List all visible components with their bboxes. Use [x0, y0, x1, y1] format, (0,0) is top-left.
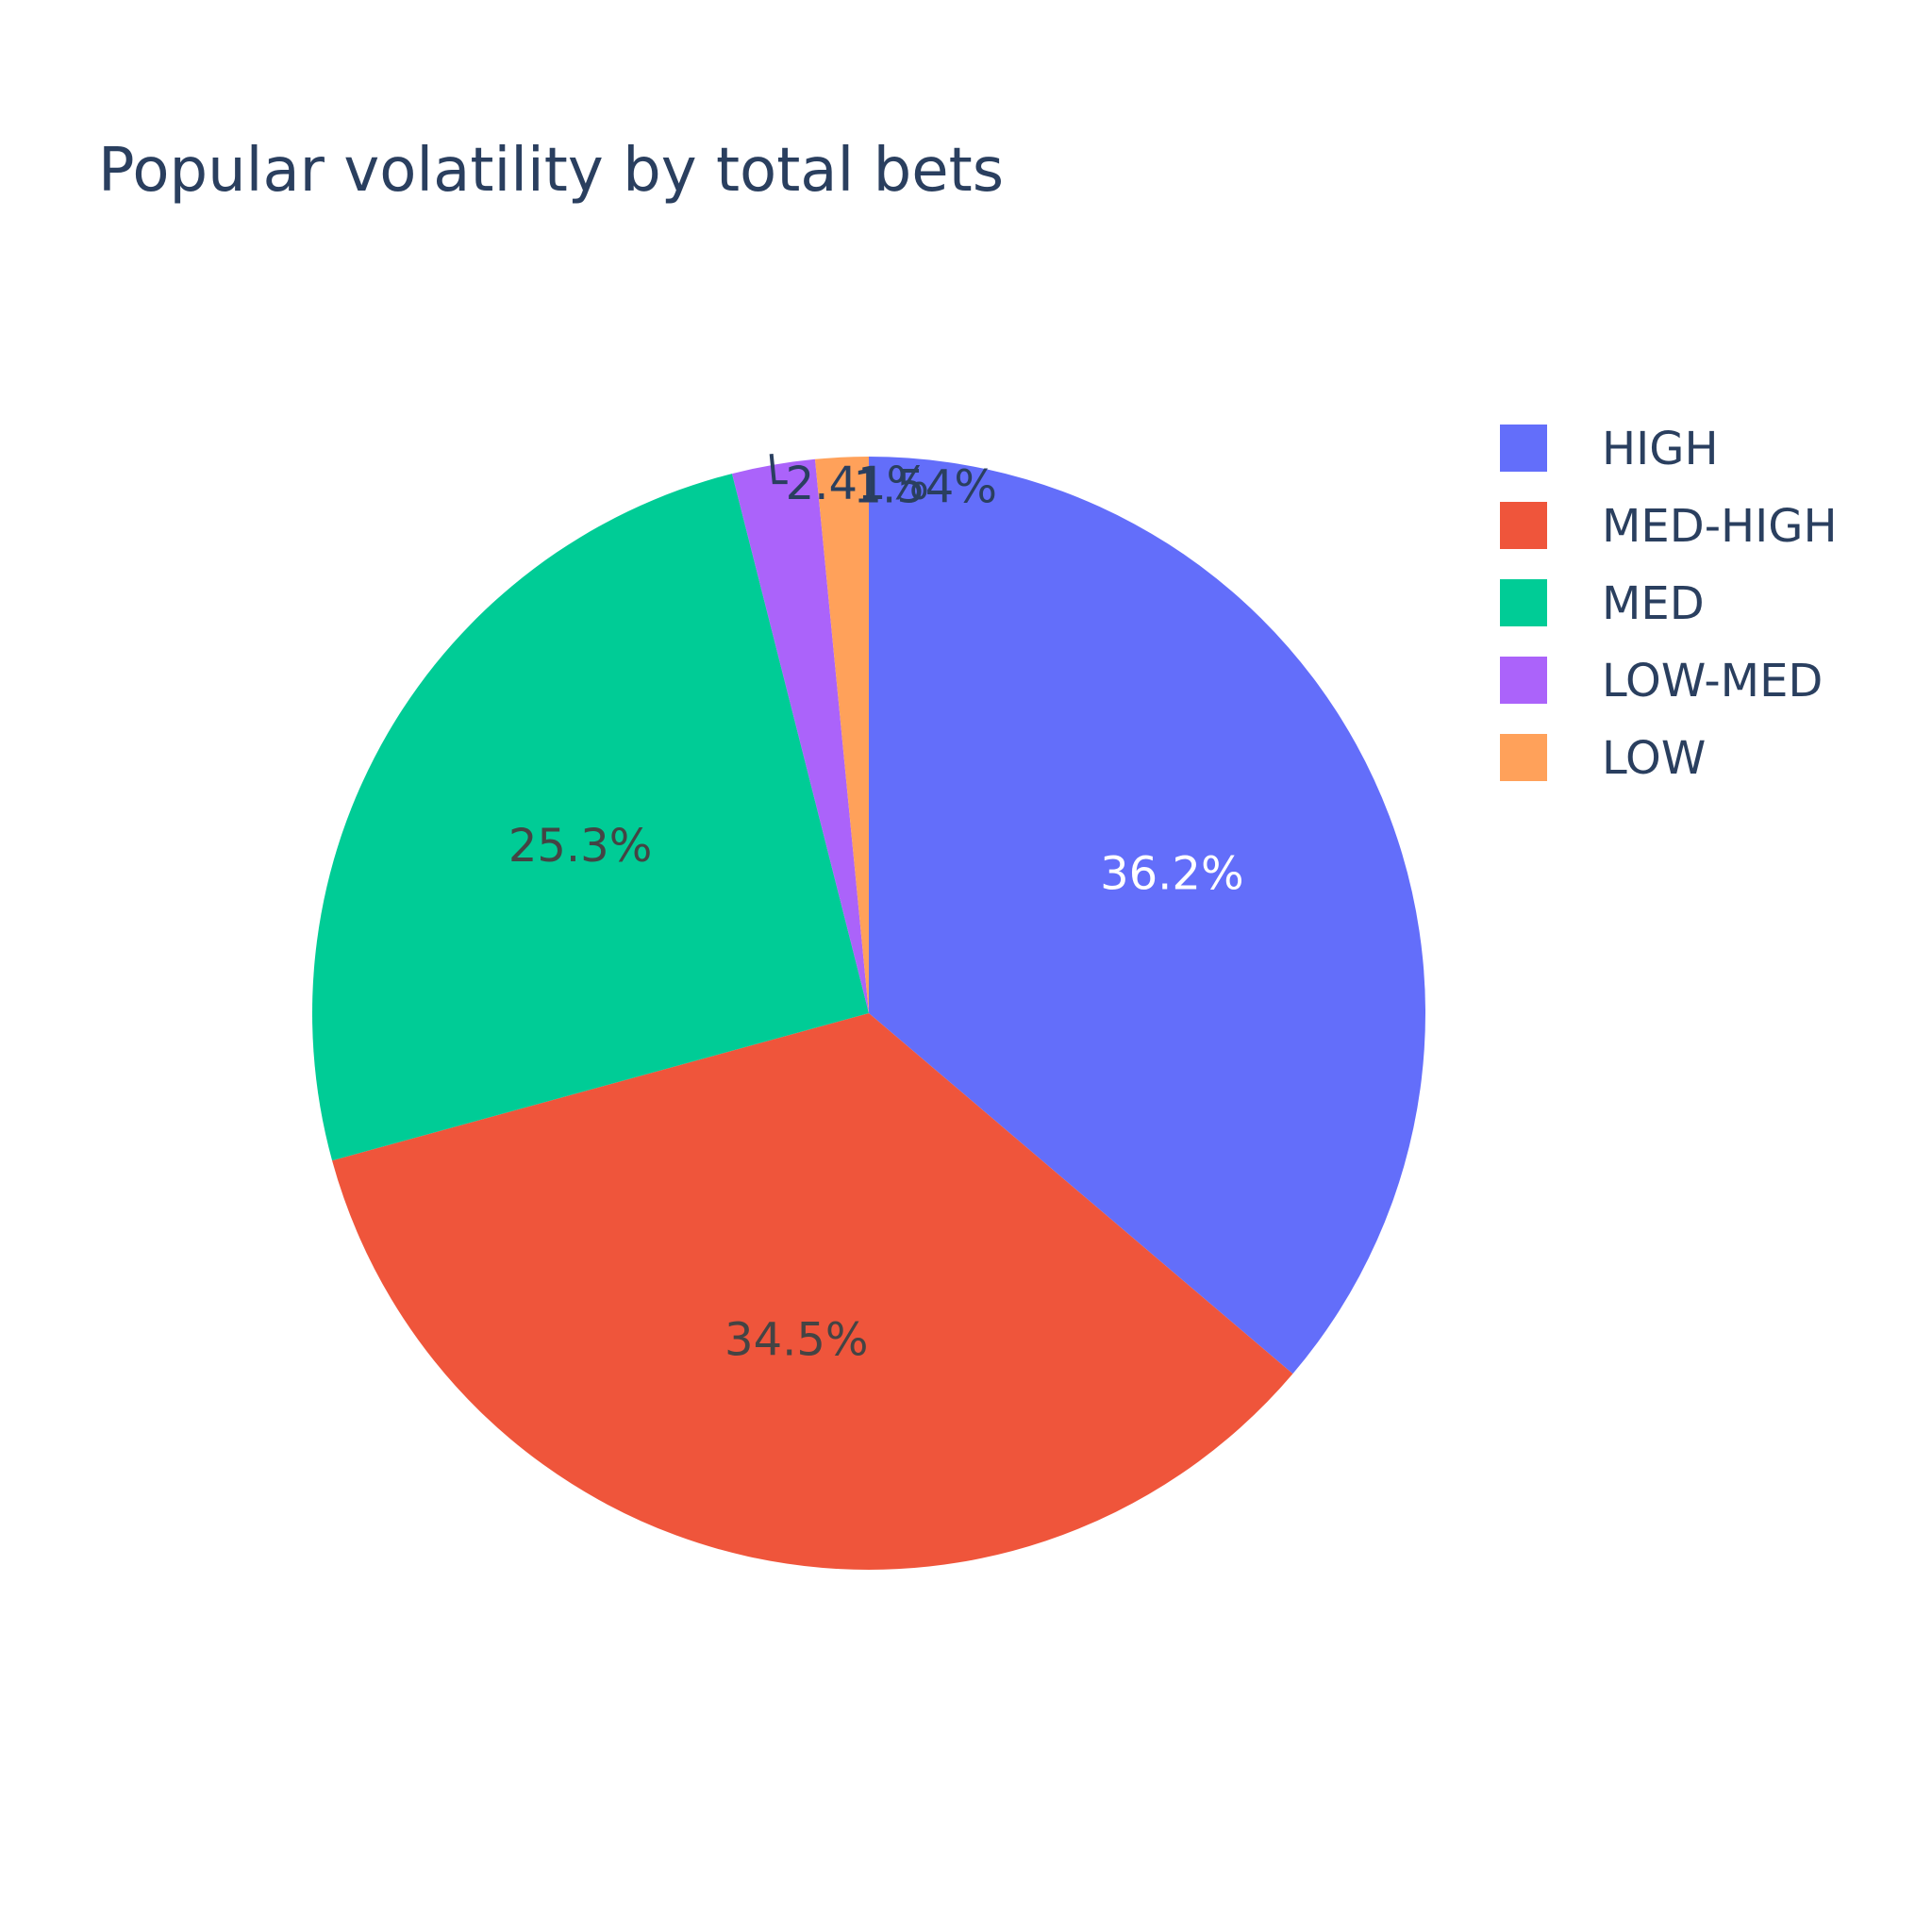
legend-swatch-med[interactable] [1500, 579, 1547, 626]
leader-line-low-med [769, 453, 788, 485]
slice-label-med: 25.3% [508, 820, 652, 873]
slice-label-low: 1.54% [853, 461, 996, 514]
pie-slice-med [311, 474, 869, 1161]
slice-label-med-high: 34.5% [724, 1314, 868, 1367]
slice-labels: 36.2% 34.5% 25.3% 2.41%1.54% [508, 453, 1244, 1367]
legend-swatch-low[interactable] [1500, 734, 1547, 781]
legend-swatch-high[interactable] [1500, 425, 1547, 472]
chart-title: Popular volatility by total bets [98, 136, 1004, 206]
pie-slice-low-med [731, 458, 869, 1014]
legend-swatch-low-med[interactable] [1500, 657, 1547, 704]
legend-swatch-med-high[interactable] [1500, 502, 1547, 549]
pie-slices [311, 457, 1426, 1570]
legend-label-med[interactable]: MED [1602, 577, 1705, 630]
legend-label-high[interactable]: HIGH [1602, 423, 1719, 475]
legend-label-low-med[interactable]: LOW-MED [1602, 655, 1823, 708]
legend-label-low[interactable]: LOW [1602, 732, 1706, 785]
legend-label-med-high[interactable]: MED-HIGH [1602, 500, 1838, 553]
legend: HIGH MED-HIGH MED LOW-MED LOW [1500, 423, 1838, 785]
pie-slice-low [814, 457, 869, 1013]
slice-label-high: 36.2% [1100, 847, 1243, 900]
slice-label-low-med: 2.41% [786, 458, 929, 510]
pie-slice-med-high [332, 1013, 1293, 1570]
pie-slice-high [869, 457, 1426, 1374]
